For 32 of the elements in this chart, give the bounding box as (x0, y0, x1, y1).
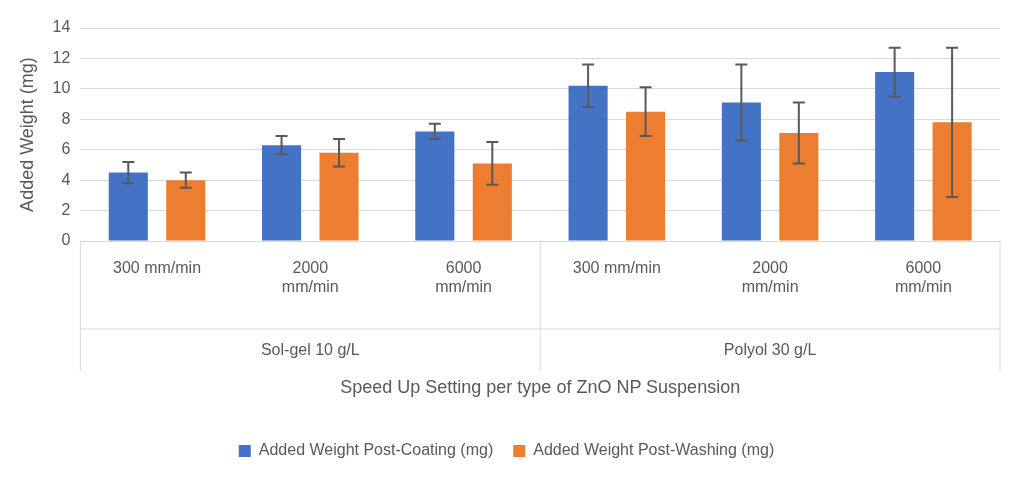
y-tick-label: 6 (61, 140, 71, 158)
x-tick-label: 300 mm/min (572, 259, 661, 277)
bar (262, 145, 302, 241)
y-tick-label: 10 (52, 79, 71, 97)
bar (108, 172, 148, 241)
bar (779, 132, 819, 241)
legend-label: Added Weight Post-Washing (mg) (533, 441, 775, 459)
x-tick-label: 6000 mm/min (894, 259, 952, 296)
bar (415, 131, 455, 241)
x-axis-title: Speed Up Setting per type of ZnO NP Suspension (340, 377, 741, 398)
bar (626, 111, 666, 241)
text: Polyol 30 g/L (723, 341, 817, 359)
y-tick-label: 12 (52, 48, 71, 66)
y-tick-label: 14 (52, 18, 71, 36)
y-tick-label: 2 (61, 200, 71, 218)
bar (319, 152, 359, 241)
x-tick-label: 6000 mm/min (435, 259, 493, 296)
y-tick-label: 0 (61, 231, 71, 249)
legend-label: Added Weight Post-Coating (mg) (258, 441, 494, 459)
y-tick-label: 8 (61, 109, 71, 127)
text: Sol-gel 10 g/L (260, 341, 360, 359)
bar (721, 102, 761, 241)
bar (166, 180, 206, 241)
bar (875, 72, 915, 241)
y-axis-title: Added Weight (mg) (16, 57, 37, 212)
bar (932, 122, 972, 241)
x-tick-label: 300 mm/min (113, 259, 202, 277)
x-tick-label: 2000 mm/min (741, 259, 799, 296)
x-tick-label: 2000 mm/min (281, 259, 339, 296)
bar (472, 163, 512, 241)
bar (568, 85, 608, 241)
y-tick-label: 4 (61, 170, 71, 188)
